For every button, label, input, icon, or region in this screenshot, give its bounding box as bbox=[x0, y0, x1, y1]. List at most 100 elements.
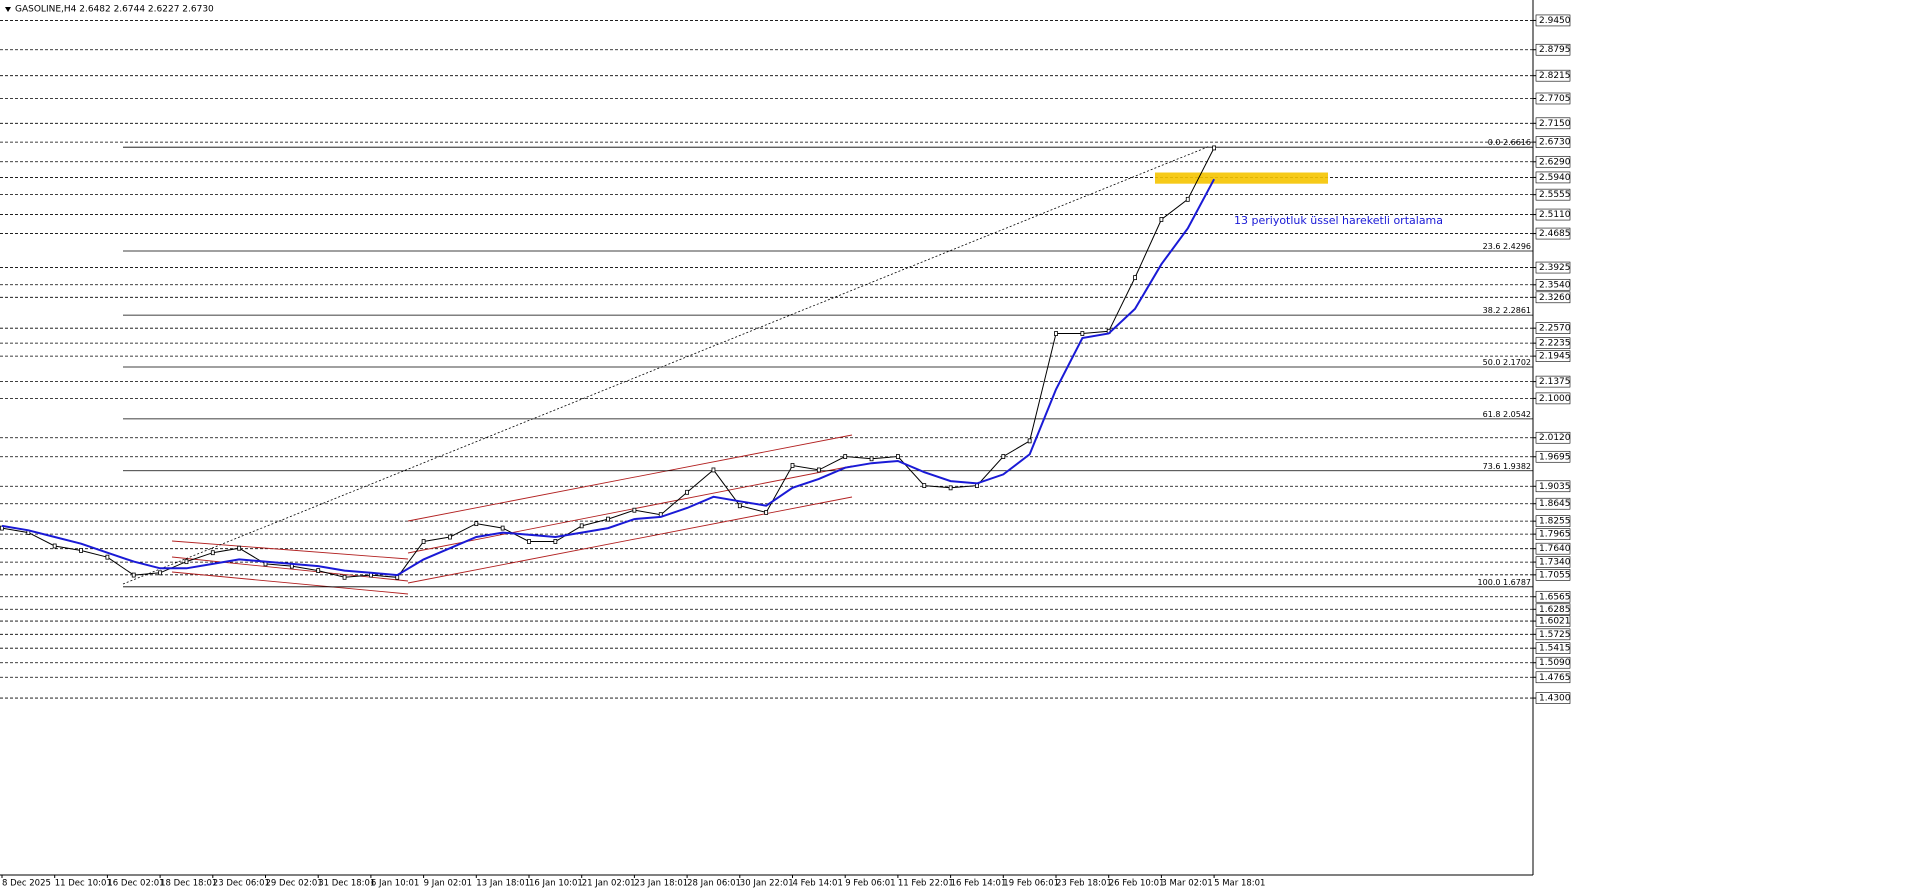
support-zone bbox=[1155, 172, 1328, 184]
y-tick-box bbox=[1535, 671, 1571, 684]
y-tick-box bbox=[1535, 515, 1571, 527]
y-tick-box bbox=[1535, 628, 1571, 641]
annotation: 13 periyotluk üssel hareketli ortalama bbox=[1234, 214, 1443, 227]
price-point bbox=[685, 489, 689, 495]
y-tick-box bbox=[1535, 43, 1571, 56]
y-tick-box bbox=[1535, 450, 1571, 463]
price-point bbox=[52, 543, 57, 549]
y-tick-box bbox=[1535, 350, 1571, 362]
chart-title: GASOLINE,H4 2.6482 2.6744 2.6227 2.6730 bbox=[15, 5, 214, 15]
y-tick-box bbox=[1535, 171, 1571, 184]
x-tick-label: 16 Feb 14:01 bbox=[951, 879, 1007, 888]
price-point bbox=[553, 539, 558, 544]
y-tick-box bbox=[1535, 603, 1571, 616]
y-tick-box bbox=[1535, 392, 1571, 405]
x-tick-label: 9 Feb 06:01 bbox=[845, 879, 895, 888]
price-point bbox=[948, 485, 953, 491]
y-tick-label: 1.4765 bbox=[1539, 673, 1571, 683]
price-point bbox=[448, 534, 452, 540]
x-tick-label: 5 Mar 18:01 bbox=[1214, 879, 1265, 888]
channel-line bbox=[407, 496, 853, 584]
y-tick-box bbox=[1535, 155, 1571, 168]
y-tick-box bbox=[1535, 497, 1571, 510]
x-tick-label: 23 Dec 06:01 bbox=[213, 879, 270, 888]
y-tick-label: 2.7150 bbox=[1539, 119, 1571, 129]
y-tick-label: 2.7705 bbox=[1539, 94, 1571, 104]
y-tick-box bbox=[1535, 227, 1571, 240]
y-tick-label: 2.3925 bbox=[1539, 263, 1571, 273]
fib-level-label: 61.8 2.0542 bbox=[1483, 409, 1531, 418]
ema-line bbox=[1, 178, 1215, 577]
y-tick-label: 1.5725 bbox=[1539, 630, 1571, 640]
price-point bbox=[869, 456, 874, 462]
price-point bbox=[342, 574, 347, 580]
y-tick-box bbox=[1535, 556, 1571, 568]
fib-level-label: 23.6 2.4296 bbox=[1483, 241, 1531, 250]
price-point bbox=[131, 572, 136, 578]
y-tick-label: 1.7640 bbox=[1539, 544, 1571, 554]
title-icon bbox=[5, 7, 11, 12]
y-tick-box bbox=[1535, 208, 1571, 221]
price-point bbox=[790, 463, 795, 468]
fib-level: 73.6 bbox=[1483, 461, 1501, 470]
y-tick-box bbox=[1535, 528, 1571, 540]
price-point bbox=[711, 467, 716, 473]
y-tick-box bbox=[1535, 261, 1571, 274]
x-tick-label: 28 Jan 06:01 bbox=[687, 879, 741, 888]
y-tick-label: 2.0120 bbox=[1539, 433, 1571, 443]
price-point bbox=[1159, 217, 1164, 222]
x-tick-label: 29 Dec 02:01 bbox=[266, 879, 323, 888]
y-tick-label: 1.6285 bbox=[1539, 605, 1571, 615]
price-point bbox=[184, 559, 189, 565]
price-point bbox=[421, 539, 426, 544]
y-tick-box bbox=[1535, 542, 1571, 555]
fib-level: 61.8 bbox=[1483, 409, 1501, 418]
y-tick-label: 2.9450 bbox=[1539, 16, 1571, 26]
fib-trend-line bbox=[122, 145, 1211, 585]
y-tick-box bbox=[1535, 136, 1571, 148]
x-tick-label: 23 Feb 18:01 bbox=[1056, 879, 1112, 888]
y-tick-box bbox=[1535, 117, 1571, 130]
price-point bbox=[474, 521, 479, 527]
x-tick-label: 30 Jan 22:01 bbox=[740, 879, 794, 888]
fib-level: 50.0 bbox=[1483, 357, 1501, 366]
fib-value: 1.9382 bbox=[1503, 461, 1531, 470]
price-point bbox=[896, 454, 900, 459]
x-tick-label: 11 Feb 22:01 bbox=[898, 879, 954, 888]
y-tick-box bbox=[1535, 322, 1571, 334]
trend-channels bbox=[171, 434, 853, 595]
price-point bbox=[632, 507, 637, 513]
fib-level: 100.0 bbox=[1478, 577, 1501, 586]
price-point bbox=[1001, 454, 1006, 459]
y-tick-label: 2.2235 bbox=[1539, 339, 1571, 349]
fib-level-label: 0.0 2.6616 bbox=[1488, 138, 1531, 147]
x-tick-label: 6 Jan 10:01 bbox=[371, 879, 419, 888]
fib-level: 0.0 bbox=[1488, 138, 1501, 147]
y-tick-box bbox=[1535, 375, 1571, 388]
y-tick-label: 1.6565 bbox=[1539, 592, 1571, 602]
y-tick-label: 2.5110 bbox=[1539, 210, 1571, 220]
price-point bbox=[500, 525, 505, 531]
y-tick-label: 1.7965 bbox=[1539, 530, 1571, 540]
price-point bbox=[158, 570, 163, 576]
price-point bbox=[105, 554, 110, 560]
grid-layer bbox=[0, 20, 1533, 699]
y-tick-label: 1.4300 bbox=[1539, 694, 1571, 704]
y-tick-box bbox=[1535, 92, 1571, 105]
price-point bbox=[316, 568, 321, 573]
fib-level: 38.2 bbox=[1483, 306, 1501, 315]
fib-value: 1.6787 bbox=[1503, 577, 1531, 586]
price-point bbox=[1080, 331, 1085, 336]
x-tick-label: 21 Jan 02:01 bbox=[582, 879, 636, 888]
y-tick-label: 1.9035 bbox=[1539, 482, 1571, 492]
price-point bbox=[79, 548, 83, 553]
y-tick-label: 2.5555 bbox=[1539, 190, 1571, 200]
fib-level-label: 38.2 2.2861 bbox=[1483, 306, 1531, 315]
price-point bbox=[922, 483, 927, 489]
y-tick-box bbox=[1535, 692, 1571, 704]
y-tick-box bbox=[1535, 480, 1571, 493]
y-tick-label: 1.6021 bbox=[1539, 617, 1571, 627]
y-tick-box bbox=[1535, 642, 1571, 654]
x-tick-label: 31 Dec 18:01 bbox=[318, 879, 375, 888]
